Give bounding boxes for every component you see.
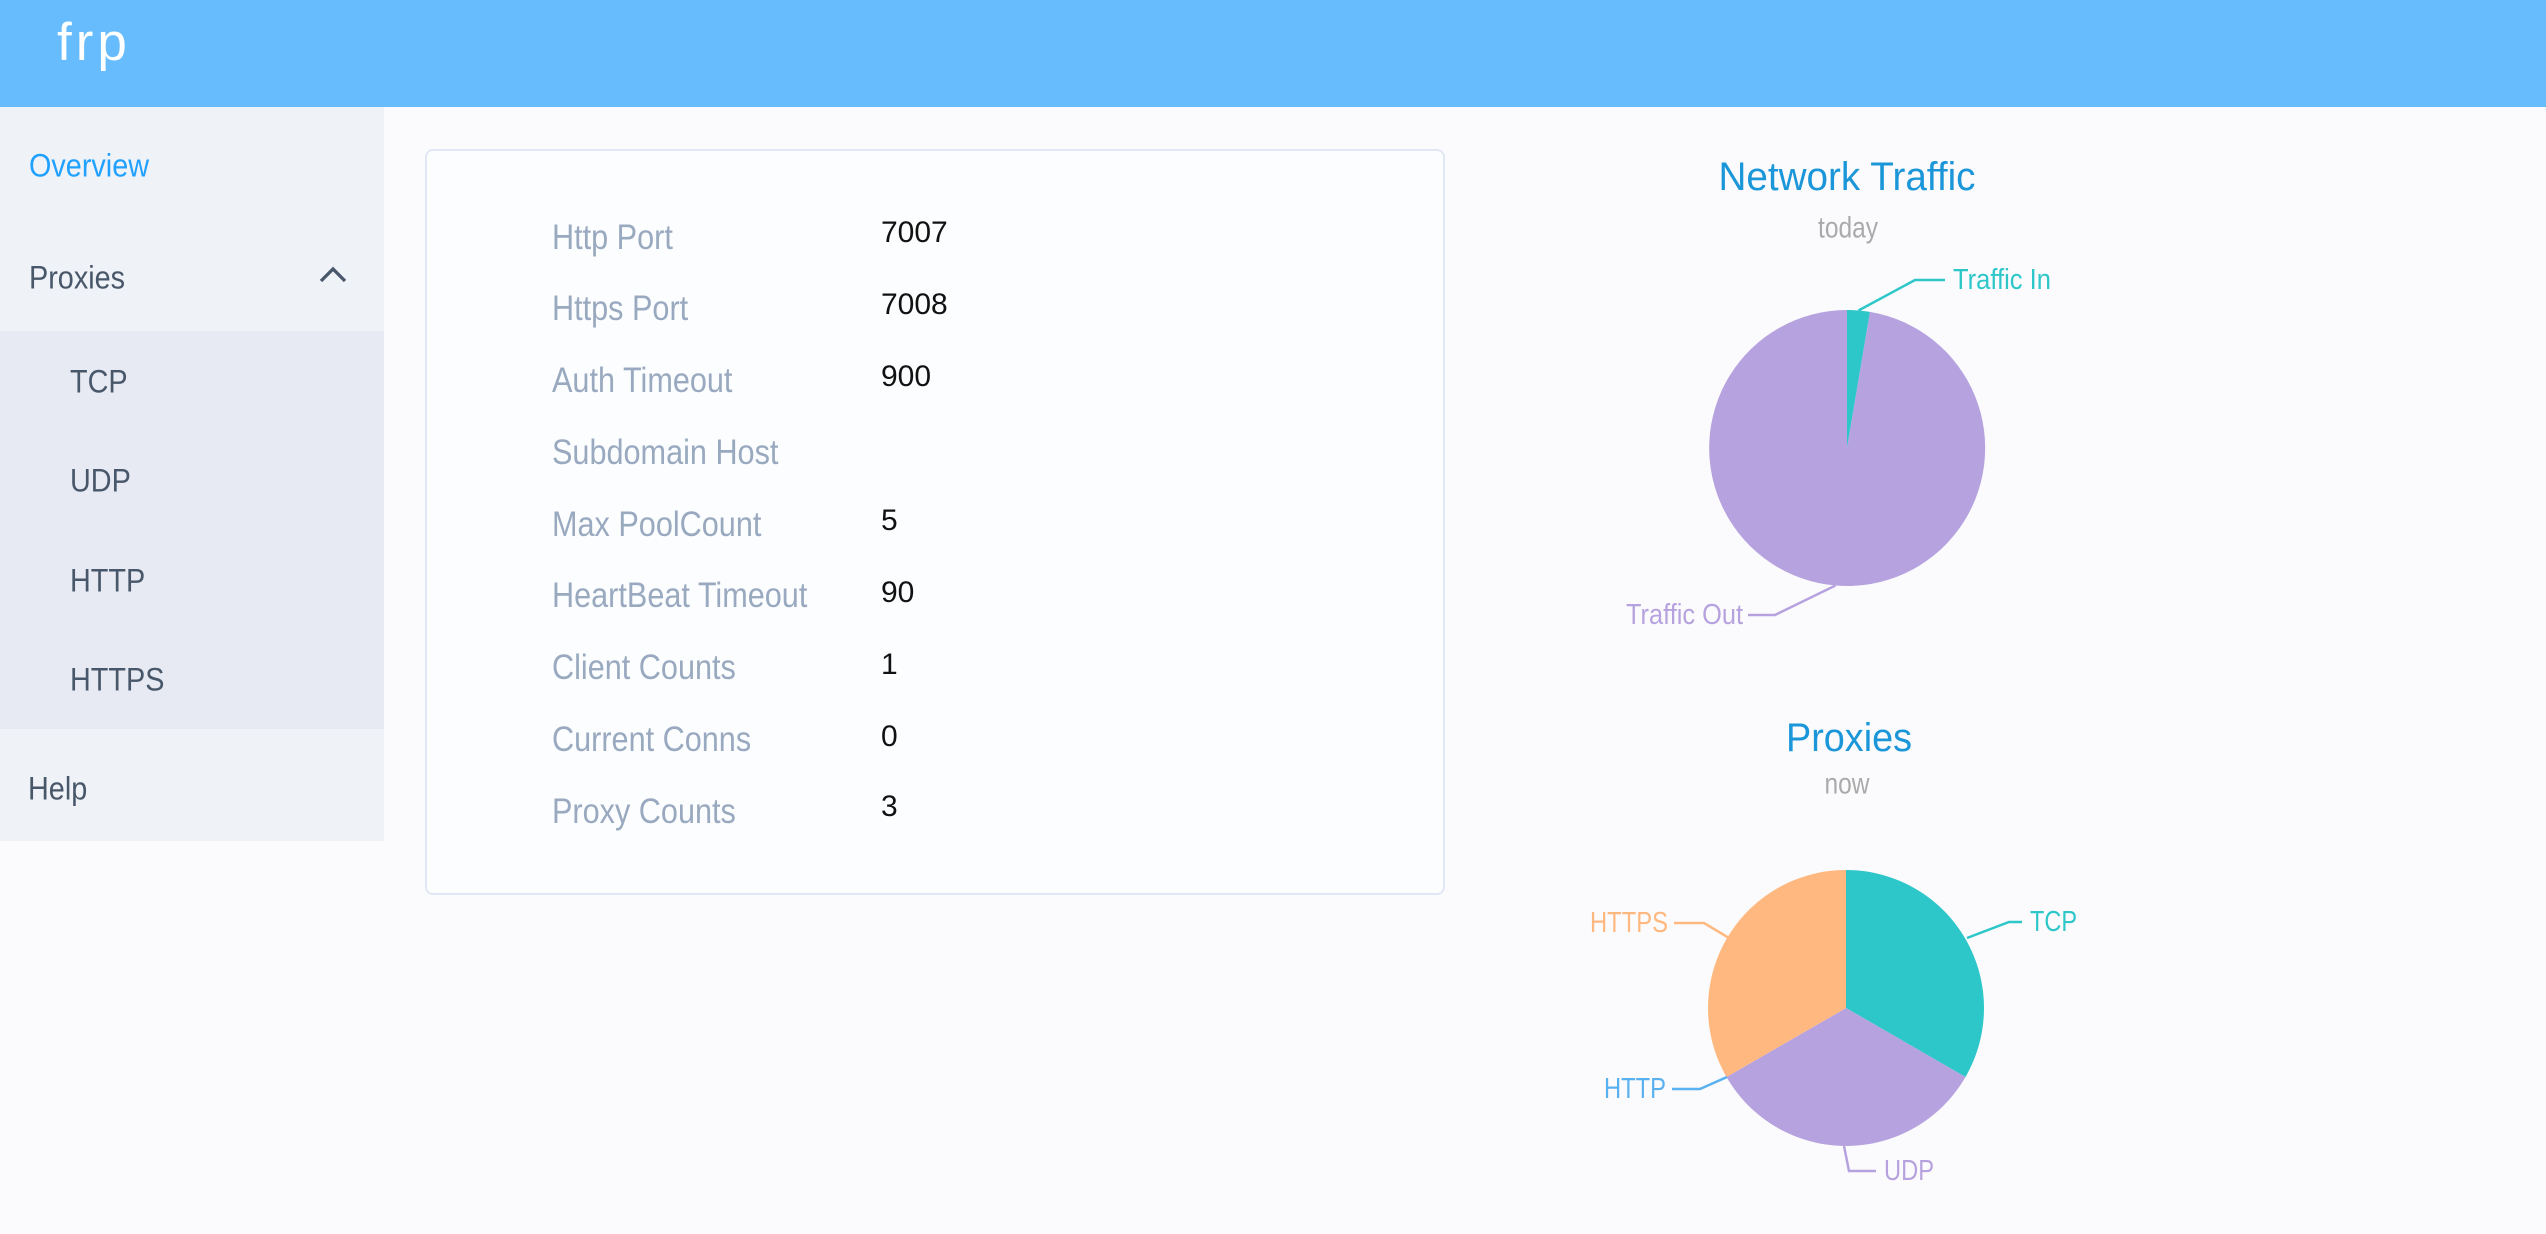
svg-text:UDP: UDP [1884,1155,1934,1187]
svg-text:Traffic Out: Traffic Out [1626,599,1743,631]
svg-text:HTTP: HTTP [1604,1073,1666,1105]
svg-text:Traffic In: Traffic In [1953,264,2051,296]
svg-text:now: now [1825,768,1870,801]
svg-text:Network Traffic: Network Traffic [1719,155,1976,199]
svg-text:today: today [1818,212,1878,245]
svg-text:TCP: TCP [2030,906,2077,938]
svg-text:HTTPS: HTTPS [1590,907,1668,939]
svg-text:Proxies: Proxies [1786,716,1912,760]
